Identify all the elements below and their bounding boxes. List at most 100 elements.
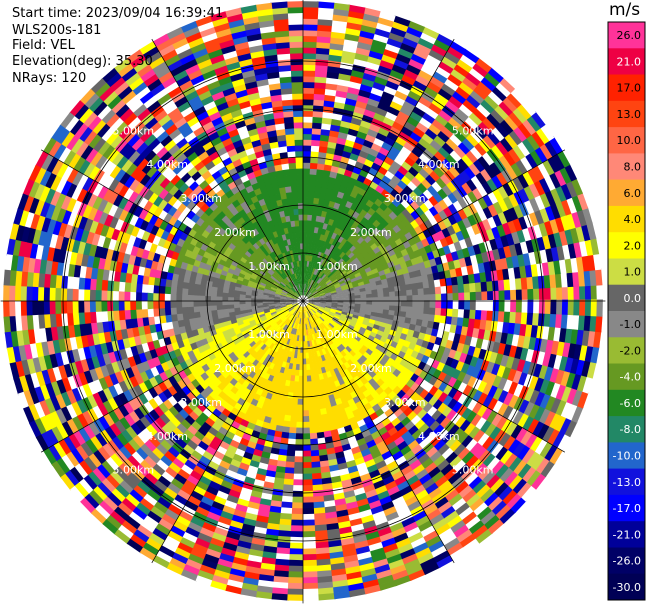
range-gate-cell bbox=[272, 187, 281, 196]
range-gate-cell bbox=[286, 250, 292, 258]
range-gate-cell bbox=[313, 82, 326, 89]
range-gate-cell bbox=[536, 235, 546, 251]
range-gate-cell bbox=[60, 301, 68, 315]
range-gate-cell bbox=[288, 275, 293, 282]
range-gate-cell bbox=[444, 153, 458, 167]
range-gate-cell bbox=[326, 242, 332, 250]
range-gate-cell bbox=[89, 301, 96, 314]
range-gate-cell bbox=[287, 203, 294, 211]
range-gate-cell bbox=[379, 258, 388, 266]
range-gate-cell bbox=[160, 49, 178, 63]
range-gate-cell bbox=[271, 152, 281, 161]
range-gate-cell bbox=[323, 158, 333, 166]
range-gate-cell bbox=[313, 293, 320, 297]
range-gate-cell bbox=[284, 263, 289, 271]
range-gate-cell bbox=[439, 236, 449, 248]
range-gate-cell bbox=[215, 70, 230, 81]
range-gate-cell bbox=[285, 276, 291, 283]
range-gate-cell bbox=[425, 234, 435, 245]
range-gate-cell bbox=[259, 223, 267, 232]
range-gate-cell bbox=[372, 112, 386, 123]
range-gate-cell bbox=[409, 276, 418, 284]
range-gate-cell bbox=[458, 291, 465, 301]
range-gate-cell bbox=[362, 108, 376, 119]
range-gate-cell bbox=[285, 269, 290, 277]
range-gate-cell bbox=[278, 186, 286, 195]
range-gate-cell bbox=[520, 276, 528, 290]
range-gate-cell bbox=[303, 289, 305, 296]
range-gate-cell bbox=[339, 223, 347, 232]
range-gate-cell bbox=[309, 168, 317, 175]
range-gate-cell bbox=[181, 288, 189, 296]
range-gate-cell bbox=[303, 462, 313, 469]
range-gate-cell bbox=[303, 496, 315, 503]
range-gate-cell bbox=[324, 211, 332, 219]
range-gate-cell bbox=[486, 130, 501, 146]
range-gate-cell bbox=[357, 281, 365, 287]
range-gate-cell bbox=[486, 215, 497, 229]
range-gate-cell bbox=[20, 286, 27, 303]
range-gate-cell bbox=[312, 291, 319, 296]
range-gate-cell bbox=[313, 256, 318, 263]
range-gate-cell bbox=[419, 267, 428, 276]
range-gate-cell bbox=[317, 278, 323, 284]
range-gate-cell bbox=[198, 115, 212, 127]
range-gate-cell bbox=[186, 136, 200, 148]
range-gate-cell bbox=[337, 265, 344, 272]
range-gate-cell bbox=[433, 150, 446, 163]
range-gate-cell bbox=[185, 116, 200, 128]
range-gate-cell bbox=[296, 179, 303, 186]
range-gate-cell bbox=[321, 246, 327, 254]
range-gate-cell bbox=[352, 105, 366, 115]
range-gate-cell bbox=[303, 283, 305, 290]
range-gate-cell bbox=[506, 219, 517, 234]
range-gate-cell bbox=[331, 238, 338, 247]
range-gate-cell bbox=[483, 94, 499, 110]
range-gate-cell bbox=[575, 224, 586, 243]
range-gate-cell bbox=[165, 27, 184, 40]
range-gate-cell bbox=[316, 203, 324, 211]
range-gate-cell bbox=[229, 133, 242, 144]
range-gate-cell bbox=[416, 69, 433, 82]
range-gate-cell bbox=[422, 280, 430, 289]
range-gate-cell bbox=[225, 61, 241, 72]
range-gate-cell bbox=[461, 136, 475, 151]
range-gate-cell bbox=[436, 229, 446, 241]
range-gate-cell bbox=[440, 55, 457, 70]
range-gate-cell bbox=[438, 270, 446, 280]
range-gate-cell bbox=[570, 177, 583, 196]
range-gate-cell bbox=[175, 301, 183, 309]
range-gate-cell bbox=[305, 277, 308, 285]
range-gate-cell bbox=[285, 191, 293, 199]
range-gate-cell bbox=[321, 273, 327, 280]
range-gate-cell bbox=[202, 37, 220, 49]
range-gate-cell bbox=[308, 179, 316, 187]
range-gate-cell bbox=[303, 531, 317, 538]
range-gate-cell bbox=[200, 155, 212, 167]
range-gate-cell bbox=[331, 260, 338, 267]
range-gate-cell bbox=[170, 287, 177, 295]
range-gate-cell bbox=[356, 277, 364, 284]
range-gate-cell bbox=[292, 392, 299, 400]
range-gate-cell bbox=[358, 149, 369, 159]
range-gate-cell bbox=[320, 117, 332, 125]
range-gate-cell bbox=[469, 282, 476, 293]
range-gate-cell bbox=[404, 63, 421, 76]
range-gate-cell bbox=[415, 121, 429, 134]
range-gate-cell bbox=[344, 266, 352, 273]
range-gate-cell bbox=[273, 164, 283, 172]
range-gate-cell bbox=[530, 130, 545, 148]
range-gate-cell bbox=[303, 444, 312, 452]
range-gate-cell bbox=[406, 264, 415, 273]
range-gate-cell bbox=[317, 198, 325, 206]
range-gate-cell bbox=[370, 161, 381, 172]
range-gate-cell bbox=[319, 280, 325, 286]
range-gate-cell bbox=[402, 140, 415, 152]
range-gate-cell bbox=[450, 275, 459, 286]
range-gate-cell bbox=[233, 119, 246, 130]
range-gate-cell bbox=[302, 173, 310, 181]
range-gate-cell bbox=[349, 298, 356, 301]
range-gate-cell bbox=[295, 291, 300, 297]
range-gate-cell bbox=[321, 105, 334, 114]
range-gate-cell bbox=[310, 128, 322, 135]
